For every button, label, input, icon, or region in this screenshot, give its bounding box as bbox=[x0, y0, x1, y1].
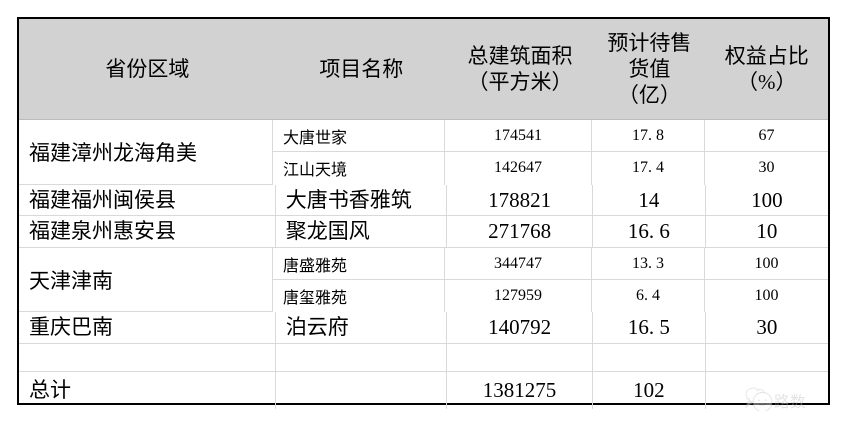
svg-text:路数: 路数 bbox=[774, 393, 806, 411]
